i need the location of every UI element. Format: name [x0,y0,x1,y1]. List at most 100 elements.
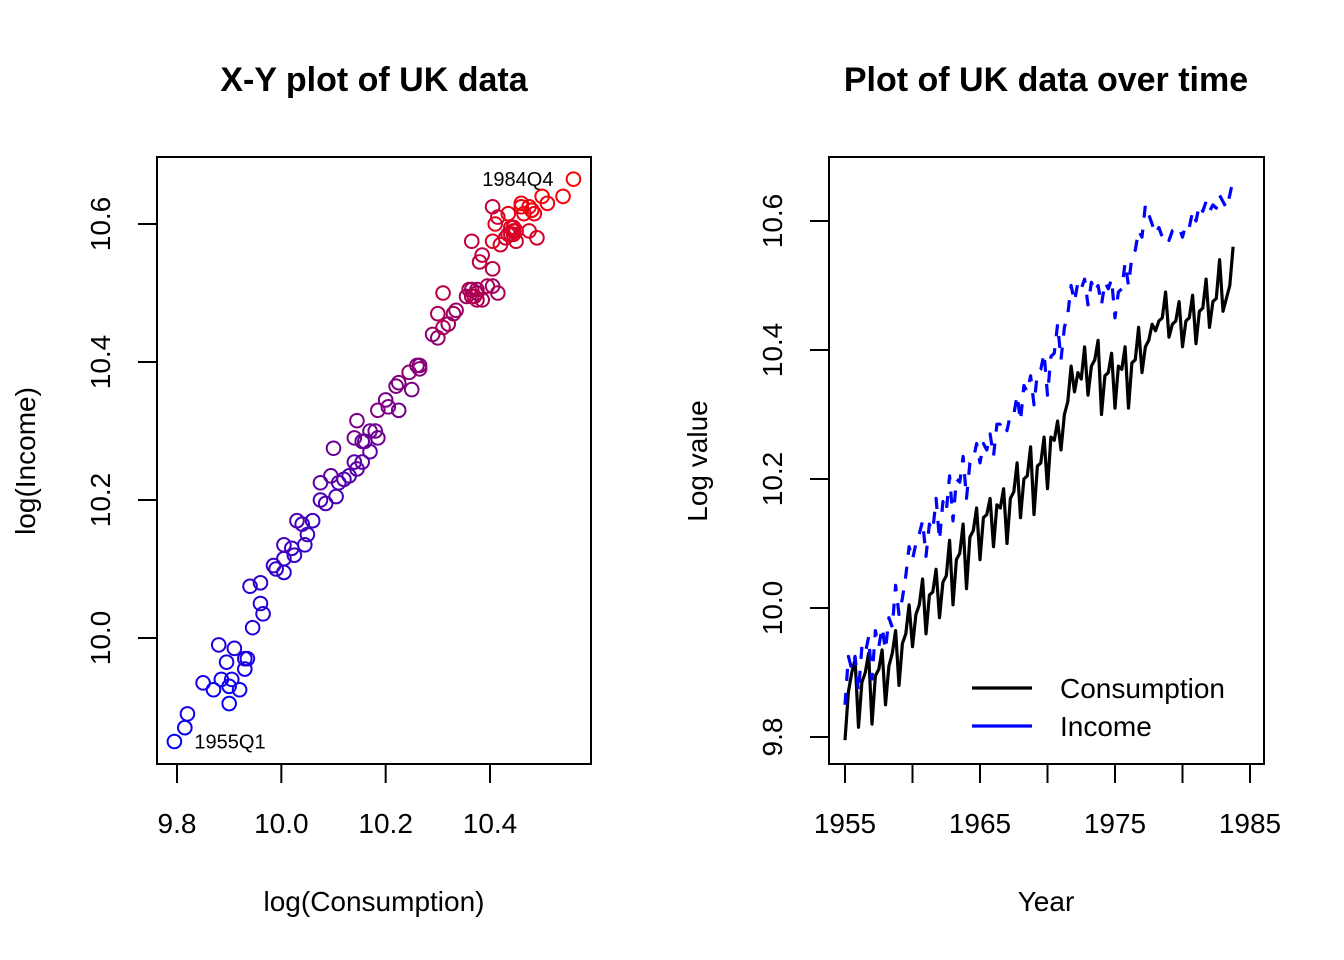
scatter-point [221,695,237,712]
scatter-point [521,198,537,215]
scatter-points [166,171,582,750]
y-tick-label: 10.6 [757,194,788,249]
scatter-point [484,233,501,250]
series-line-income [843,178,1235,705]
y-tick-label: 10.0 [757,581,788,636]
timeseries-panel: Plot of UK data over time 1955 1965 1975 19… [682,61,1281,917]
timeseries-y-axis-label: Log value [682,400,713,521]
scatter-point [474,292,490,308]
scatter-point [286,547,303,564]
timeseries-x-axis: 1955 1965 1975 1985 [814,764,1281,839]
scatter-point [218,654,235,670]
scatter-point [323,468,339,484]
scatter-point [231,681,248,698]
scatter-point [346,430,363,446]
scatter-point [166,733,183,750]
x-tick-label: 1975 [1084,808,1146,839]
scatter-point [242,578,258,595]
legend: Consumption Income [972,673,1225,742]
timeseries-x-axis-label: Year [1018,886,1075,917]
scatter-y-axis: 10.0 10.2 10.4 10.6 [85,197,157,666]
series-line-consumption [843,246,1235,741]
scatter-point [237,650,253,667]
scatter-point [268,561,284,577]
scatter-point [534,188,550,205]
scatter-point [221,678,237,695]
scatter-point [265,557,282,574]
timeseries-y-axis: 9.8 10.0 10.2 10.4 10.6 [757,194,829,757]
legend-label-consumption: Consumption [1060,673,1225,704]
scatter-panel: X-Y plot of UK data 9.8 10.0 10.2 10.4 10.0… [10,61,592,917]
scatter-point [430,305,446,322]
scatter-point [380,399,397,415]
scatter-point [466,288,483,305]
scatter-point [346,454,363,470]
scatter-point [500,205,517,222]
scatter-point [490,209,506,225]
scatter-x-axis-label: log(Consumption) [264,886,485,917]
scatter-point [377,392,394,408]
scatter-point [508,223,524,239]
scatter-point [484,261,501,277]
scatter-point [565,171,582,187]
scatter-point [401,364,417,381]
timeseries-title: Plot of UK data over time [844,61,1248,99]
scatter-point [479,278,496,294]
scatter-title: X-Y plot of UK data [220,61,528,99]
scatter-point [492,236,509,253]
scatter-point [523,202,540,218]
scatter-point [403,381,420,398]
scatter-point [210,637,227,653]
annotation-first-point: 1955Q1 [194,732,265,754]
scatter-x-axis: 9.8 10.0 10.2 10.4 [158,764,518,839]
scatter-y-axis-label: log(Income) [10,387,41,535]
scatter-point [487,216,504,232]
scatter-point [255,606,271,622]
scatter-point [463,233,480,250]
scatter-point [362,423,378,439]
legend-label-income: Income [1060,711,1152,742]
x-tick-label: 1965 [949,808,1011,839]
scatter-point [474,247,490,263]
scatter-point [276,537,292,553]
y-tick-label: 10.6 [85,197,116,252]
scatter-point [226,640,243,657]
x-tick-label: 10.0 [254,808,309,839]
x-tick-label: 9.8 [158,808,197,839]
scatter-point [283,540,300,557]
scatter-point [390,374,407,391]
scatter-point [390,402,407,419]
scatter-point [469,292,485,308]
scatter-point [237,661,253,677]
scatter-point [304,512,321,529]
scatter-point [299,526,316,543]
scatter-point [195,675,211,691]
x-tick-label: 10.4 [463,808,518,839]
y-tick-label: 10.2 [757,452,788,507]
scatter-point [505,226,522,243]
y-tick-label: 10.4 [85,335,116,390]
scatter-point [177,719,193,736]
scatter-point [505,219,522,236]
scatter-point [388,378,404,394]
x-tick-label: 1955 [814,808,876,839]
y-tick-label: 9.8 [757,718,788,757]
scatter-point [317,495,334,512]
scatter-point [445,305,462,322]
scatter-point [411,361,428,377]
scatter-point [349,461,365,477]
scatter-point [244,619,261,636]
y-tick-label: 10.4 [757,323,788,378]
scatter-plot-frame [156,156,592,765]
scatter-point [471,254,488,270]
x-tick-label: 1985 [1219,808,1281,839]
scatter-point [435,285,451,301]
scatter-point [179,706,196,722]
scatter-point [252,595,269,612]
y-tick-label: 10.0 [85,611,116,666]
scatter-point [448,302,464,319]
scatter-point [435,319,451,336]
annotation-last-point: 1984Q4 [482,169,553,191]
scatter-point [354,433,370,450]
